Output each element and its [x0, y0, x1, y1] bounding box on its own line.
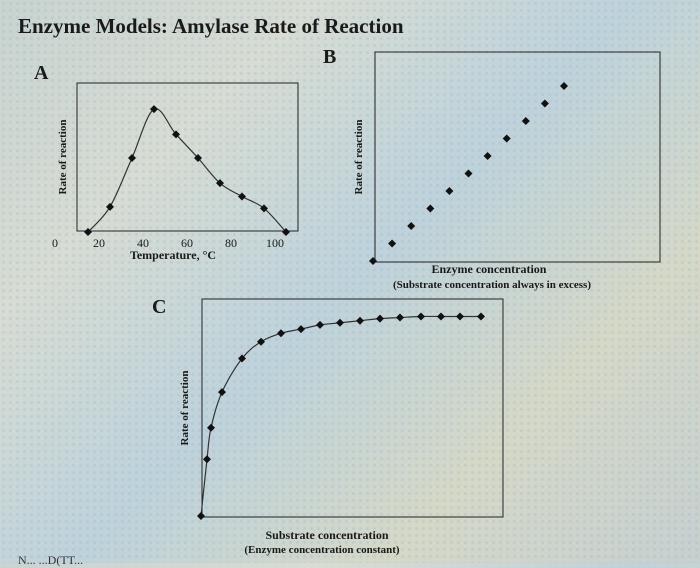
x-axis-label: Substrate concentration — [266, 528, 389, 542]
page-title: Enzyme Models: Amylase Rate of Reaction — [18, 14, 404, 38]
x-axis-note: (Enzyme concentration constant) — [244, 544, 400, 556]
data-point-marker — [150, 105, 158, 114]
data-point-marker — [560, 82, 568, 90]
x-tick-label: 0 — [52, 236, 58, 250]
panel-label-c: C — [152, 296, 167, 318]
data-point-marker — [207, 423, 215, 432]
chart-c: Rate of reaction Substrate concentration (… — [179, 298, 504, 556]
data-point-marker — [426, 204, 435, 213]
data-point-marker — [521, 117, 530, 125]
x-tick-label: 60 — [181, 236, 193, 250]
data-point-marker — [407, 222, 416, 230]
plot-frame — [201, 298, 504, 518]
data-point-marker — [376, 314, 384, 323]
data-point-marker — [540, 99, 549, 108]
chart-a: Rate of reaction 0 20 40 60 80 100 Temperature,… — [52, 82, 299, 262]
data-point-marker — [297, 325, 305, 334]
data-point-marker — [417, 312, 425, 321]
y-axis-label: Rate of reaction — [353, 120, 365, 195]
data-point-marker — [84, 228, 92, 236]
x-axis-label: Temperature, °C — [130, 248, 216, 262]
data-point-marker — [257, 337, 265, 346]
data-point-marker — [356, 316, 364, 325]
x-tick-label: 40 — [137, 236, 149, 250]
data-line — [87, 108, 287, 233]
plot-frame — [76, 82, 299, 232]
plot-frame — [374, 51, 661, 263]
data-point-marker — [106, 202, 114, 211]
data-point-marker — [128, 154, 136, 162]
data-point-marker — [277, 329, 285, 338]
data-point-marker — [197, 512, 205, 520]
y-axis-label: Rate of reaction — [179, 371, 191, 446]
data-point-marker — [238, 354, 246, 363]
data-point-marker — [477, 312, 485, 321]
data-point-marker — [172, 130, 180, 139]
data-point-marker — [464, 169, 473, 178]
x-tick-label: 20 — [93, 236, 105, 250]
x-tick-label: 100 — [266, 236, 284, 250]
chart-b: Rate of reaction Enzyme concentration (Sub… — [353, 51, 661, 291]
panel-label-a: A — [34, 62, 49, 84]
data-point-marker — [456, 312, 464, 321]
data-point-marker — [445, 187, 454, 195]
data-point-marker — [282, 228, 290, 236]
data-point-marker — [216, 179, 224, 188]
data-point-marker — [260, 204, 268, 213]
data-point-marker — [437, 312, 445, 321]
data-point-marker — [316, 320, 324, 329]
data-point-marker — [388, 239, 397, 248]
panel-label-b: B — [323, 46, 337, 68]
data-point-marker — [238, 192, 246, 201]
data-point-marker — [502, 134, 511, 143]
data-point-marker — [203, 455, 211, 464]
data-point-marker — [218, 388, 226, 397]
x-axis-note: (Substrate concentration always in exces… — [393, 279, 591, 291]
data-point-marker — [194, 154, 202, 162]
data-point-marker — [369, 257, 377, 265]
x-axis-label: Enzyme concentration — [432, 262, 547, 276]
data-line — [200, 315, 481, 517]
data-point-marker — [483, 152, 492, 160]
data-point-marker — [336, 318, 344, 327]
data-point-marker — [396, 313, 404, 322]
x-tick-label: 80 — [225, 236, 237, 250]
cut-off-footer-text: N... ...D(TT... — [18, 553, 84, 567]
y-axis-label: Rate of reaction — [57, 120, 69, 195]
